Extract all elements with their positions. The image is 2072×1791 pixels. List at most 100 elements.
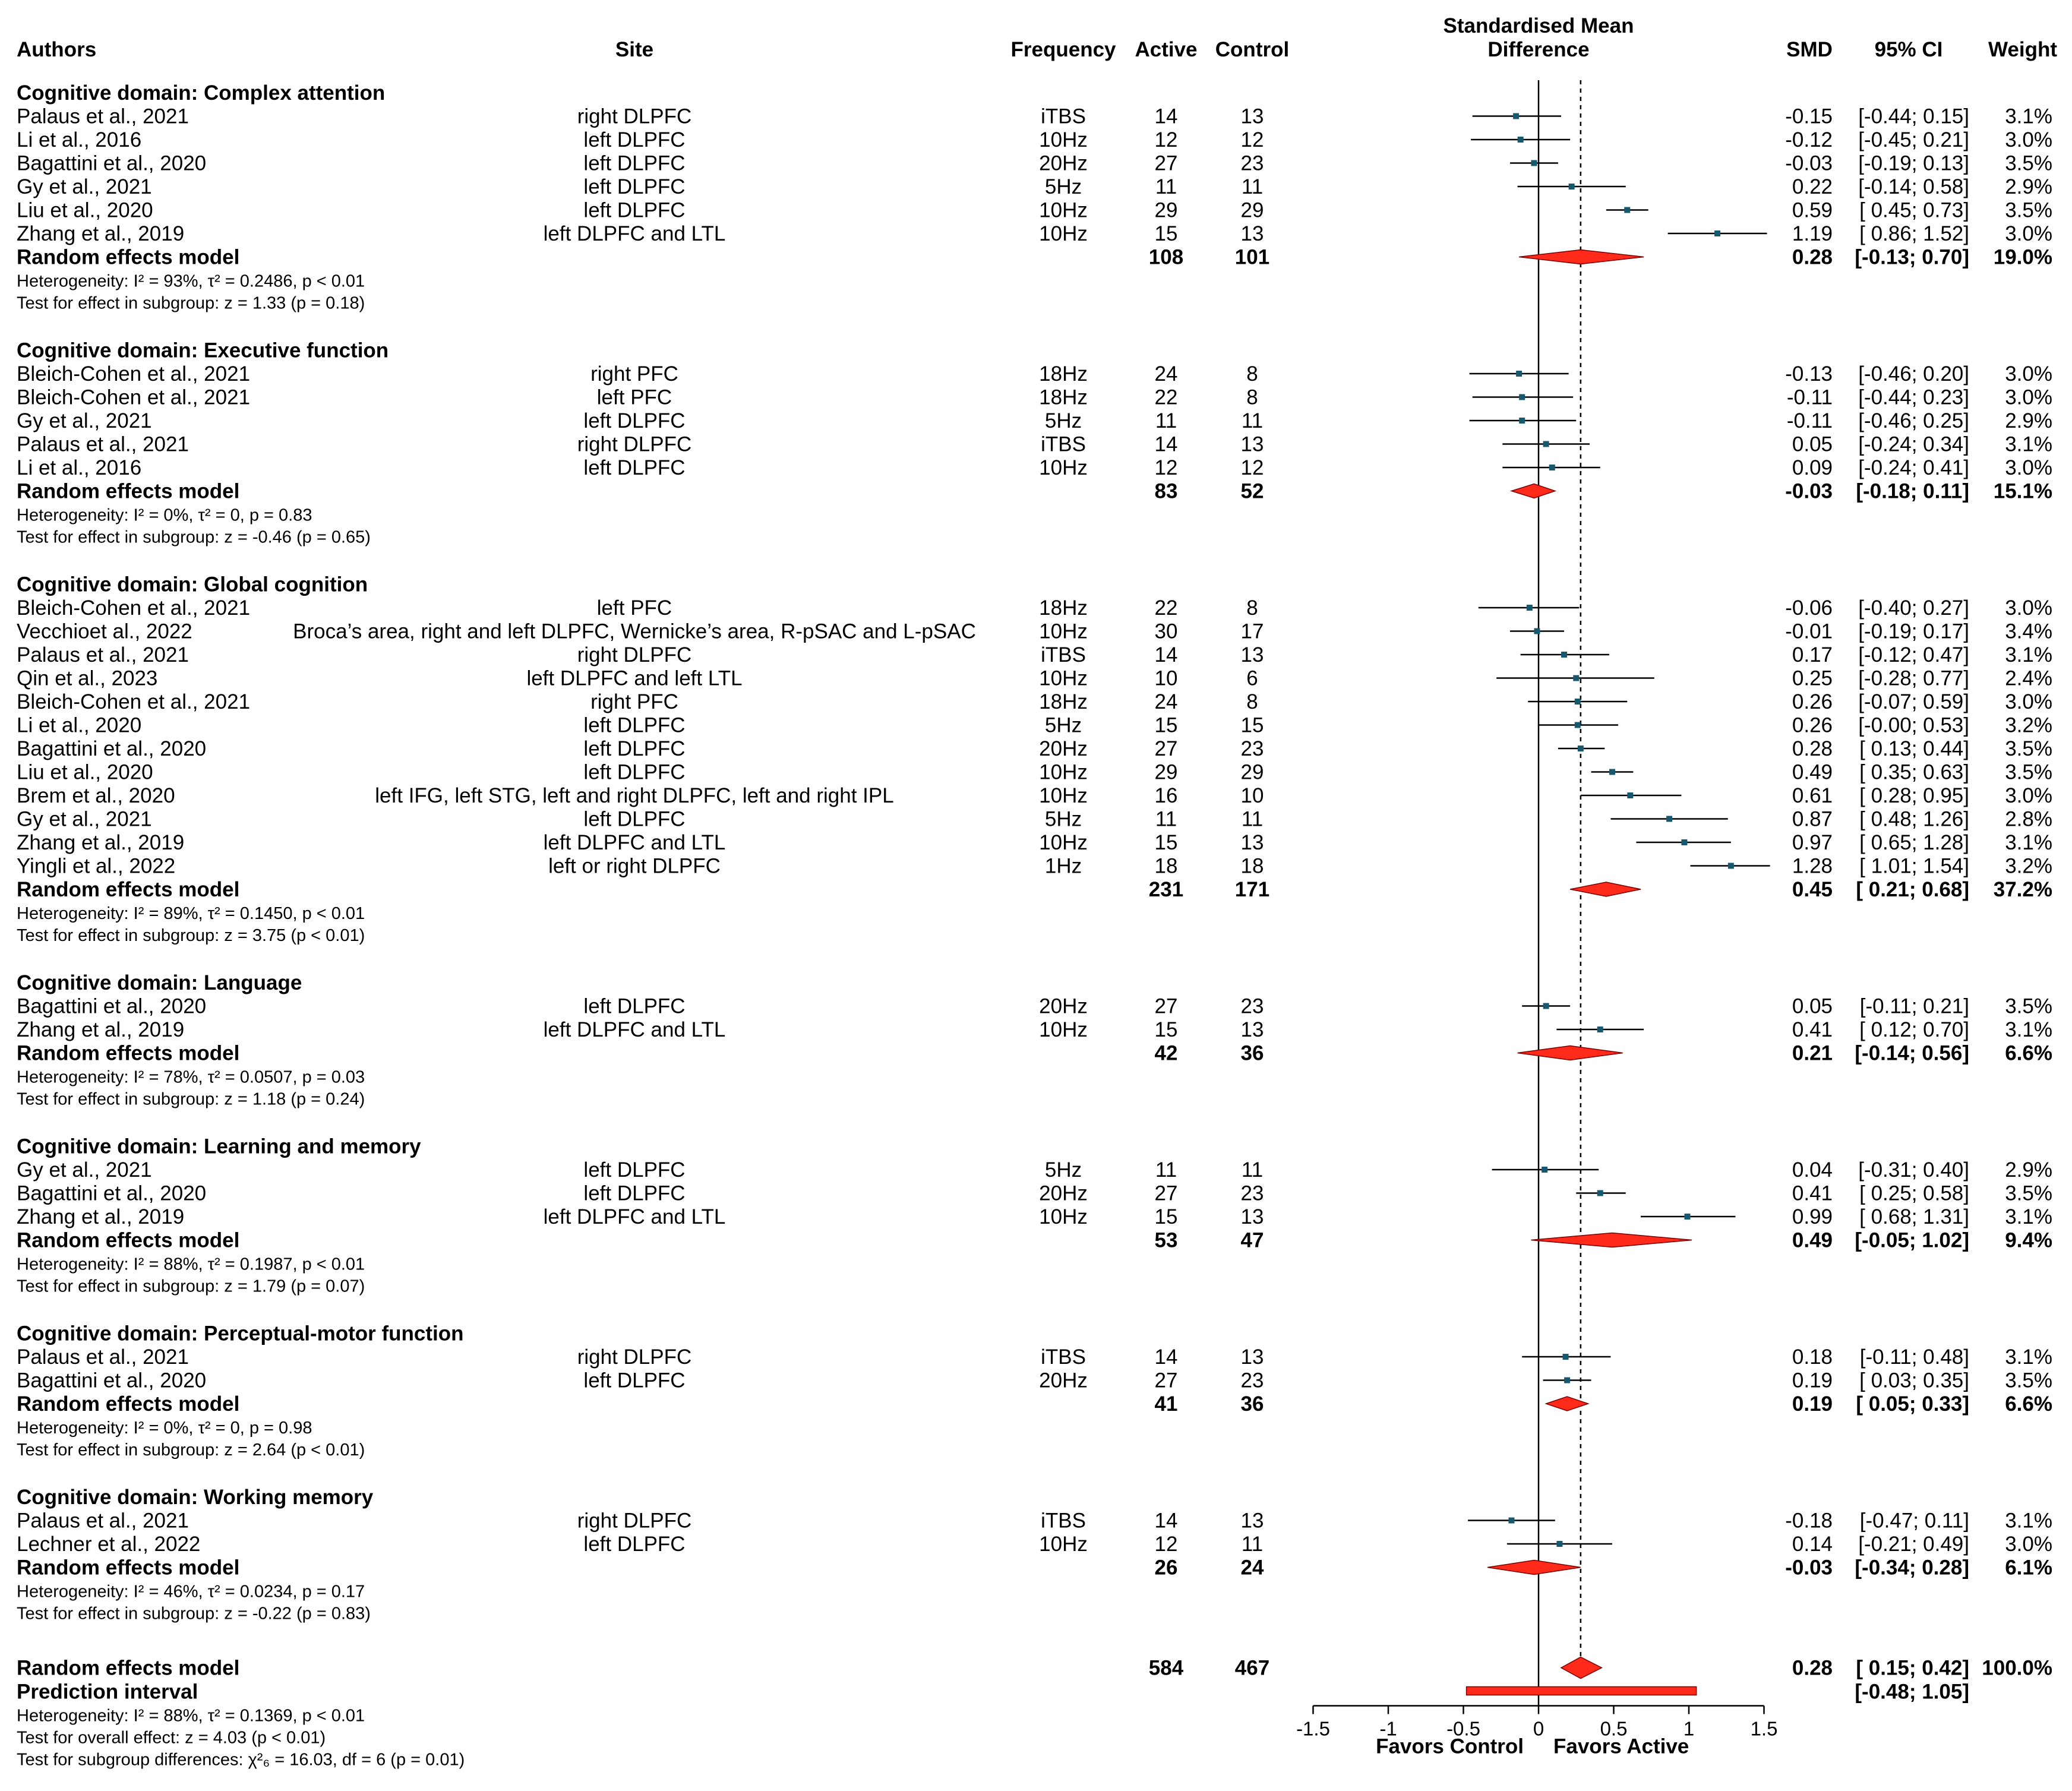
group-2-model-diamond bbox=[1569, 882, 1641, 897]
group-2-study-4-smd: 0.26 bbox=[1792, 690, 1833, 713]
group-2-study-10-active: 15 bbox=[1155, 831, 1178, 854]
plot-reference-lines bbox=[1537, 80, 1582, 1706]
group-6-study-0-control: 13 bbox=[1241, 1509, 1264, 1533]
group-6-study-1-smd: 0.14 bbox=[1792, 1533, 1833, 1556]
group-2-study-9-author: Gy et al., 2021 bbox=[17, 808, 152, 831]
header-plot-title-2: Difference bbox=[1487, 38, 1589, 61]
group-1-test: Test for effect in subgroup: z = -0.46 (… bbox=[17, 528, 371, 547]
group-2-study-7-ci: [ 0.35; 0.63] bbox=[1859, 761, 1969, 784]
group-2-study-11-site: left or right DLPFC bbox=[548, 855, 721, 878]
group-2-study-5-active: 15 bbox=[1155, 714, 1178, 737]
group-0-study-5-ci: [ 0.86; 1.52] bbox=[1859, 222, 1969, 245]
group-3-study-0-point bbox=[1543, 1003, 1549, 1009]
group-0-study-1-weight: 3.0% bbox=[2005, 128, 2052, 151]
group-6-study-1-weight: 3.0% bbox=[2005, 1533, 2052, 1556]
group-2-study-9-point bbox=[1666, 816, 1673, 822]
group-2-study-10-author: Zhang et al., 2019 bbox=[17, 831, 184, 854]
group-1-model-control: 52 bbox=[1241, 480, 1264, 503]
group-1-study-4-active: 12 bbox=[1155, 456, 1178, 479]
group-1-study-3-weight: 3.1% bbox=[2005, 433, 2052, 456]
group-3-study-1-control: 13 bbox=[1241, 1018, 1264, 1041]
group-1-study-3-smd: 0.05 bbox=[1792, 433, 1833, 456]
group-2-study-0-point bbox=[1526, 605, 1533, 611]
group-1-study-3-point bbox=[1543, 441, 1549, 447]
group-2-study-8-author: Brem et al., 2020 bbox=[17, 784, 175, 807]
group-2-study-2-ci: [-0.12; 0.47] bbox=[1858, 643, 1969, 667]
overall-model-weight: 100.0% bbox=[1982, 1657, 2052, 1680]
x-tick-label-2: -0.5 bbox=[1446, 1718, 1480, 1740]
group-0-study-5-smd: 1.19 bbox=[1792, 222, 1833, 245]
header-site: Site bbox=[615, 38, 653, 61]
group-6-model-label: Random effects model bbox=[17, 1556, 239, 1580]
group-3-heterogeneity: Heterogeneity: I² = 78%, τ² = 0.0507, p … bbox=[17, 1068, 365, 1087]
group-2-study-4-point bbox=[1574, 699, 1581, 705]
group-5-model-weight: 6.6% bbox=[2005, 1392, 2052, 1416]
group-1-study-0-active: 24 bbox=[1155, 362, 1178, 386]
forest-rows: Cognitive domain: Complex attentionPalau… bbox=[17, 81, 2052, 1770]
group-3-study-0-active: 27 bbox=[1155, 995, 1178, 1018]
group-6-study-0-frequency: iTBS bbox=[1041, 1509, 1086, 1533]
group-0-study-4-frequency: 10Hz bbox=[1039, 199, 1088, 222]
x-tick-label-0: -1.5 bbox=[1296, 1718, 1330, 1740]
group-0-model-smd: 0.28 bbox=[1792, 246, 1833, 269]
group-0-study-0-point bbox=[1513, 113, 1520, 119]
group-6-study-1-author: Lechner et al., 2022 bbox=[17, 1533, 200, 1556]
group-4-model-diamond bbox=[1531, 1232, 1692, 1248]
group-2-study-1-site: Broca’s area, right and left DLPFC, Wern… bbox=[293, 620, 976, 643]
group-2-model-smd: 0.45 bbox=[1792, 878, 1833, 901]
group-2-study-8-ci: [ 0.28; 0.95] bbox=[1859, 784, 1969, 807]
group-2-study-0-author: Bleich-Cohen et al., 2021 bbox=[17, 596, 250, 620]
group-1-study-4-ci: [-0.24; 0.41] bbox=[1858, 456, 1969, 479]
group-4-title: Cognitive domain: Learning and memory bbox=[17, 1135, 421, 1158]
group-4-study-1-author: Bagattini et al., 2020 bbox=[17, 1182, 206, 1205]
group-1-study-1-site: left PFC bbox=[597, 386, 672, 409]
group-1-study-4-author: Li et al., 2016 bbox=[17, 456, 141, 479]
group-5-model-active: 41 bbox=[1155, 1392, 1178, 1416]
group-1-study-3-ci: [-0.24; 0.34] bbox=[1858, 433, 1969, 456]
group-2-study-11-active: 18 bbox=[1155, 855, 1178, 878]
group-2-study-5-control: 15 bbox=[1241, 714, 1264, 737]
group-2-study-8-weight: 3.0% bbox=[2005, 784, 2052, 807]
group-2-study-5-frequency: 5Hz bbox=[1045, 714, 1082, 737]
group-2-study-1-point bbox=[1534, 628, 1540, 634]
group-0-study-4-smd: 0.59 bbox=[1792, 199, 1833, 222]
group-2-study-4-control: 8 bbox=[1246, 690, 1258, 713]
group-6-test: Test for effect in subgroup: z = -0.22 (… bbox=[17, 1604, 371, 1623]
group-5-study-0-author: Palaus et al., 2021 bbox=[17, 1345, 189, 1369]
group-2-study-2-control: 13 bbox=[1241, 643, 1264, 667]
group-5-study-0-frequency: iTBS bbox=[1041, 1345, 1086, 1369]
group-1-study-1-author: Bleich-Cohen et al., 2021 bbox=[17, 386, 250, 409]
group-0-study-1-ci: [-0.45; 0.21] bbox=[1858, 128, 1969, 151]
group-2-study-1-ci: [-0.19; 0.17] bbox=[1858, 620, 1969, 643]
group-2-model-label: Random effects model bbox=[17, 878, 239, 901]
footer-line-1: Test for overall effect: z = 4.03 (p < 0… bbox=[17, 1729, 326, 1748]
group-3-model-diamond bbox=[1517, 1045, 1623, 1061]
footer-line-0: Heterogeneity: I² = 88%, τ² = 0.1369, p … bbox=[17, 1707, 365, 1726]
group-2-study-7-point bbox=[1609, 769, 1615, 775]
group-2-study-7-smd: 0.49 bbox=[1792, 761, 1833, 784]
group-0-model-label: Random effects model bbox=[17, 246, 239, 269]
group-2-study-5-point bbox=[1574, 722, 1581, 728]
group-2-study-0-weight: 3.0% bbox=[2005, 596, 2052, 620]
group-2-study-3-control: 6 bbox=[1246, 667, 1258, 690]
group-6-model-ci: [-0.34; 0.28] bbox=[1855, 1556, 1969, 1580]
group-1-model-weight: 15.1% bbox=[1994, 480, 2052, 503]
group-1-study-2-point bbox=[1519, 418, 1525, 424]
group-2-study-4-active: 24 bbox=[1155, 690, 1178, 713]
header-weight: Weight bbox=[1988, 38, 2057, 61]
group-5-study-1-smd: 0.19 bbox=[1792, 1369, 1833, 1392]
overall-model-smd: 0.28 bbox=[1792, 1657, 1833, 1680]
group-2-heterogeneity: Heterogeneity: I² = 89%, τ² = 0.1450, p … bbox=[17, 904, 365, 923]
group-0-model-weight: 19.0% bbox=[1994, 246, 2052, 269]
group-4-model-ci: [-0.05; 1.02] bbox=[1855, 1229, 1969, 1252]
group-6-study-0-ci: [-0.47; 0.11] bbox=[1860, 1509, 1969, 1533]
overall-model-control: 467 bbox=[1235, 1657, 1269, 1680]
group-6-study-0-smd: -0.18 bbox=[1785, 1509, 1833, 1533]
group-5-model-diamond bbox=[1544, 1396, 1590, 1411]
group-3-study-1-ci: [ 0.12; 0.70] bbox=[1859, 1018, 1969, 1041]
group-6-study-1-frequency: 10Hz bbox=[1039, 1533, 1088, 1556]
group-0-study-2-smd: -0.03 bbox=[1785, 152, 1833, 175]
x-axis: -1.5 -1 -0.5 0 0.5 1 1.5 Favors Control Favors A… bbox=[1296, 1705, 1777, 1758]
group-5-study-1-point bbox=[1564, 1377, 1571, 1383]
group-2-study-1-smd: -0.01 bbox=[1785, 620, 1833, 643]
